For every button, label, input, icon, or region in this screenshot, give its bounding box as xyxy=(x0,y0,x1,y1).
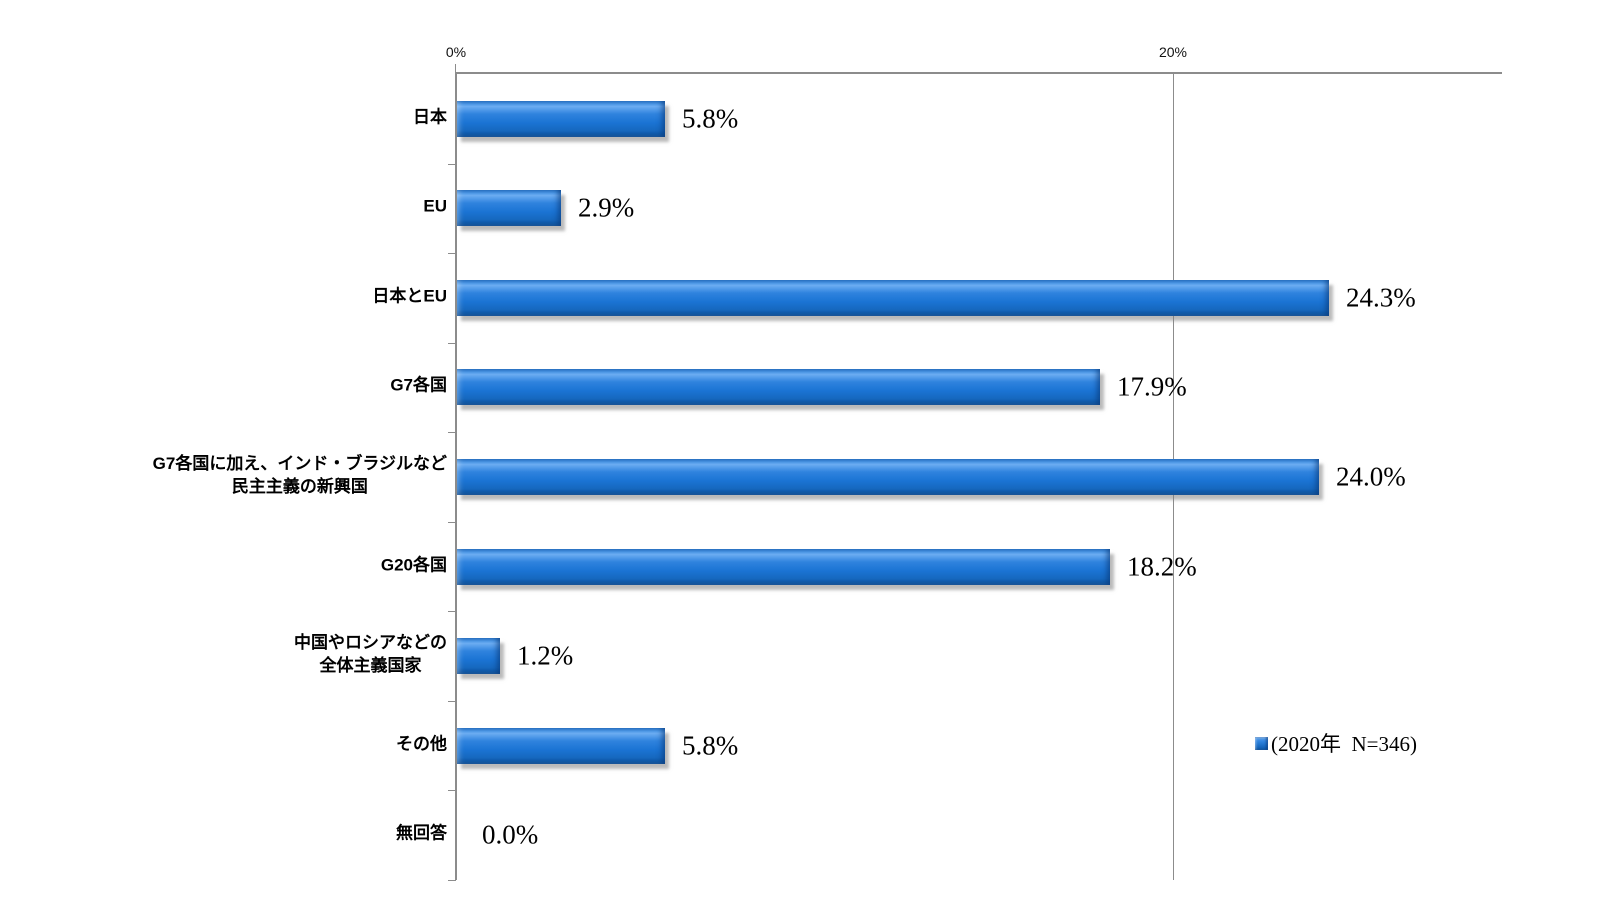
x-tick-label-20: 20% xyxy=(1158,44,1188,60)
category-label: その他 xyxy=(396,733,447,756)
category-label-line: G7各国に加え、インド・ブラジルなど xyxy=(152,454,447,473)
category-label-line: 中国やロシアなどの xyxy=(294,633,447,652)
category-label-line: 全体主義国家 xyxy=(319,656,422,675)
category-label: 中国やロシアなどの 全体主義国家 xyxy=(294,631,447,677)
category-label-line: 民主主義の新興国 xyxy=(231,477,368,496)
value-label: 24.0% xyxy=(1336,461,1406,492)
category-label: 日本 xyxy=(413,106,447,129)
y-axis-tick xyxy=(448,522,456,523)
value-label: 5.8% xyxy=(682,730,739,761)
value-label: 24.3% xyxy=(1346,282,1416,313)
value-label: 18.2% xyxy=(1127,551,1197,582)
category-label-line: G20各国 xyxy=(380,555,447,575)
legend: (2020年 N=346) xyxy=(1255,728,1417,758)
bar xyxy=(457,369,1100,405)
value-label: 0.0% xyxy=(482,819,539,850)
y-axis-tick xyxy=(448,880,456,881)
value-label: 2.9% xyxy=(578,192,635,223)
bar xyxy=(457,101,665,137)
bar xyxy=(457,728,665,764)
category-label-line: 日本とEU xyxy=(372,286,447,306)
value-label: 1.2% xyxy=(517,640,574,671)
category-label: EU xyxy=(423,195,447,218)
legend-label: (2020年 N=346) xyxy=(1271,732,1417,756)
bar xyxy=(457,280,1329,316)
category-label: G20各国 xyxy=(381,554,447,577)
y-axis-tick xyxy=(448,790,456,791)
category-label-line: 日本 xyxy=(413,107,447,127)
category-label: G7各国 xyxy=(390,374,447,397)
y-axis-tick xyxy=(448,701,456,702)
x-tick-label-0: 0% xyxy=(445,44,467,60)
bar xyxy=(457,190,561,226)
category-label-line: その他 xyxy=(396,734,447,754)
y-axis-tick xyxy=(448,343,456,344)
y-axis-tick xyxy=(448,164,456,165)
category-label: 無回答 xyxy=(396,822,447,845)
legend-marker-icon xyxy=(1255,736,1268,750)
y-axis-tick xyxy=(448,432,456,433)
category-label-line: G7各国 xyxy=(390,375,447,395)
y-axis-tick xyxy=(448,611,456,612)
bar xyxy=(457,638,500,674)
bar xyxy=(457,549,1110,585)
bar xyxy=(457,459,1319,495)
plot-area: 5.8% 2.9% 24.3% 17.9% 24.0% 18.2% 1.2% 5.8% 0.0% xyxy=(448,64,1502,881)
category-label: 日本とEU xyxy=(372,285,447,308)
x-axis-tick-0 xyxy=(455,64,456,72)
category-label-line: 無回答 xyxy=(396,823,447,843)
value-label: 5.8% xyxy=(682,103,739,134)
y-axis-tick xyxy=(448,253,456,254)
category-label: G7各国に加え、インド・ブラジルなど 民主主義の新興国 xyxy=(153,452,447,498)
category-label-line: EU xyxy=(423,196,447,216)
value-label: 17.9% xyxy=(1117,371,1187,402)
